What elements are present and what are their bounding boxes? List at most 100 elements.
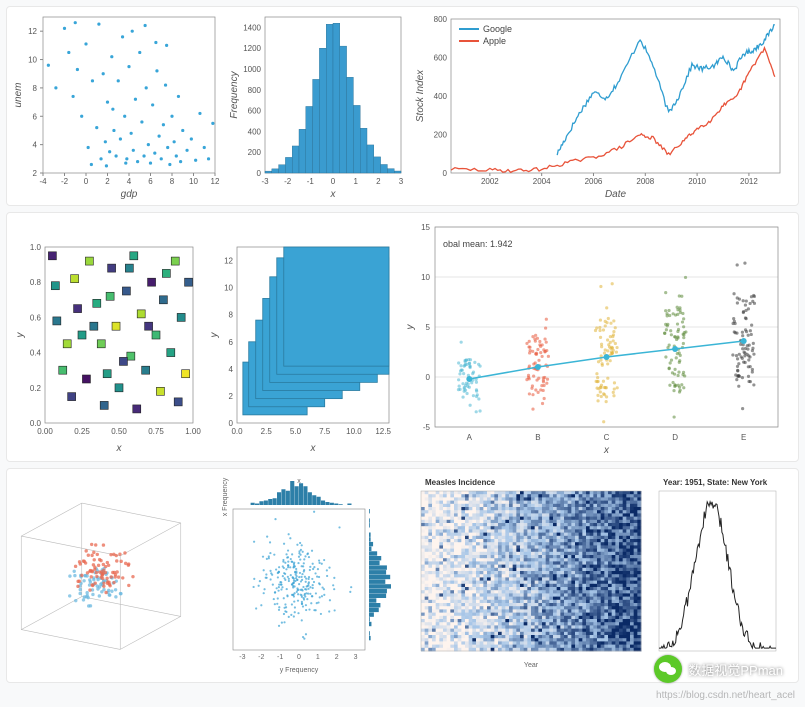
svg-text:1: 1 [316, 654, 320, 661]
panel-3d-scatter [11, 473, 201, 678]
svg-text:0: 0 [297, 654, 301, 661]
svg-text:D: D [672, 433, 678, 442]
svg-text:10: 10 [421, 273, 430, 282]
svg-text:2: 2 [229, 392, 234, 401]
svg-text:Frequency: Frequency [229, 70, 240, 118]
svg-text:-2: -2 [61, 177, 69, 186]
svg-text:2008: 2008 [636, 177, 654, 186]
svg-text:8: 8 [229, 311, 234, 320]
svg-text:0.0: 0.0 [231, 427, 243, 436]
svg-text:Apple: Apple [483, 36, 506, 46]
svg-text:2: 2 [33, 169, 38, 178]
panel-heatmap: Measles Incidence Year: 1951, State: New … [403, 473, 794, 678]
svg-text:2002: 2002 [481, 177, 499, 186]
panel-colored-squares: 0.000.250.500.751.000.00.20.40.60.81.0xy [11, 217, 201, 457]
svg-text:x: x [603, 445, 610, 456]
svg-text:3: 3 [399, 177, 404, 186]
svg-text:y: y [15, 332, 26, 339]
svg-text:600: 600 [248, 107, 262, 116]
svg-text:8: 8 [170, 177, 175, 186]
svg-text:Year: 1951, State: New York: Year: 1951, State: New York [663, 478, 768, 487]
svg-text:600: 600 [434, 54, 448, 63]
svg-text:y Frequency: y Frequency [280, 667, 319, 674]
svg-text:2.5: 2.5 [261, 427, 273, 436]
svg-text:200: 200 [434, 131, 448, 140]
svg-text:E: E [741, 433, 746, 442]
svg-text:12: 12 [28, 27, 37, 36]
svg-text:5.0: 5.0 [290, 427, 302, 436]
svg-text:15: 15 [421, 223, 430, 232]
svg-text:0.75: 0.75 [148, 427, 164, 436]
svg-text:10: 10 [189, 177, 198, 186]
svg-text:y: y [209, 332, 220, 339]
svg-text:10.0: 10.0 [346, 427, 362, 436]
svg-text:gdp: gdp [121, 189, 138, 200]
svg-text:x: x [116, 443, 123, 454]
svg-text:0: 0 [84, 177, 89, 186]
svg-text:0.6: 0.6 [30, 313, 42, 322]
svg-text:Measles Incidence: Measles Incidence [425, 478, 496, 487]
svg-text:0: 0 [331, 177, 336, 186]
panel-jointplot: xx Frequencyy Frequency-3-2-10123 [207, 473, 397, 678]
svg-text:2004: 2004 [533, 177, 551, 186]
svg-text:-1: -1 [277, 654, 283, 661]
chart-grid: -4-202468101224681012gdpunem -3-2-101230… [0, 0, 805, 707]
svg-text:-1: -1 [307, 177, 315, 186]
svg-text:200: 200 [248, 148, 262, 157]
panel-scatter-gdp: -4-202468101224681012gdpunem [11, 11, 221, 201]
svg-text:-2: -2 [258, 654, 264, 661]
svg-text:B: B [535, 433, 540, 442]
svg-text:1000: 1000 [243, 65, 261, 74]
svg-text:-5: -5 [423, 423, 431, 432]
svg-text:1.00: 1.00 [185, 427, 201, 436]
svg-text:0.4: 0.4 [30, 349, 42, 358]
svg-text:x: x [310, 443, 317, 454]
svg-text:C: C [604, 433, 610, 442]
svg-text:0: 0 [257, 169, 262, 178]
svg-text:unem: unem [13, 82, 24, 107]
panel-stocks: 2002200420062008201020120200400600800Goo… [413, 11, 794, 201]
svg-text:2012: 2012 [740, 177, 758, 186]
svg-text:2010: 2010 [688, 177, 706, 186]
svg-text:12: 12 [211, 177, 220, 186]
svg-text:2: 2 [335, 654, 339, 661]
svg-text:1200: 1200 [243, 44, 261, 53]
svg-text:Stock Index: Stock Index [415, 69, 426, 122]
svg-text:2006: 2006 [585, 177, 603, 186]
svg-text:Date: Date [605, 189, 627, 200]
svg-text:800: 800 [248, 86, 262, 95]
svg-text:0: 0 [229, 419, 234, 428]
svg-text:1: 1 [353, 177, 358, 186]
svg-text:0.00: 0.00 [37, 427, 53, 436]
svg-text:400: 400 [434, 92, 448, 101]
svg-text:0.2: 0.2 [30, 384, 42, 393]
svg-text:8: 8 [33, 84, 38, 93]
svg-text:4: 4 [33, 141, 38, 150]
svg-text:2: 2 [376, 177, 381, 186]
row-1: -4-202468101224681012gdpunem -3-2-101230… [6, 6, 799, 206]
svg-text:0.25: 0.25 [74, 427, 90, 436]
svg-text:-2: -2 [284, 177, 292, 186]
panel-strip: -5051015ABCDEobal mean: 1.942xy [403, 217, 794, 457]
svg-text:0.0: 0.0 [30, 419, 42, 428]
row-2: 0.000.250.500.751.000.00.20.40.60.81.0xy… [6, 212, 799, 462]
svg-text:4: 4 [229, 365, 234, 374]
svg-text:x Frequency: x Frequency [222, 477, 229, 516]
svg-text:x: x [330, 189, 337, 200]
svg-text:12: 12 [224, 257, 233, 266]
svg-text:3: 3 [354, 654, 358, 661]
svg-text:0: 0 [426, 373, 431, 382]
svg-text:6: 6 [148, 177, 153, 186]
svg-text:2: 2 [105, 177, 110, 186]
svg-text:0.8: 0.8 [30, 278, 42, 287]
panel-stacked-rects: 0.02.55.07.510.012.5024681012xy [207, 217, 397, 457]
svg-text:Google: Google [483, 24, 512, 34]
svg-text:800: 800 [434, 15, 448, 24]
svg-text:0.50: 0.50 [111, 427, 127, 436]
svg-text:x: x [297, 478, 301, 485]
svg-text:obal mean: 1.942: obal mean: 1.942 [443, 239, 513, 249]
svg-text:A: A [467, 433, 473, 442]
svg-text:10: 10 [224, 284, 233, 293]
svg-text:-4: -4 [39, 177, 47, 186]
svg-text:7.5: 7.5 [319, 427, 331, 436]
